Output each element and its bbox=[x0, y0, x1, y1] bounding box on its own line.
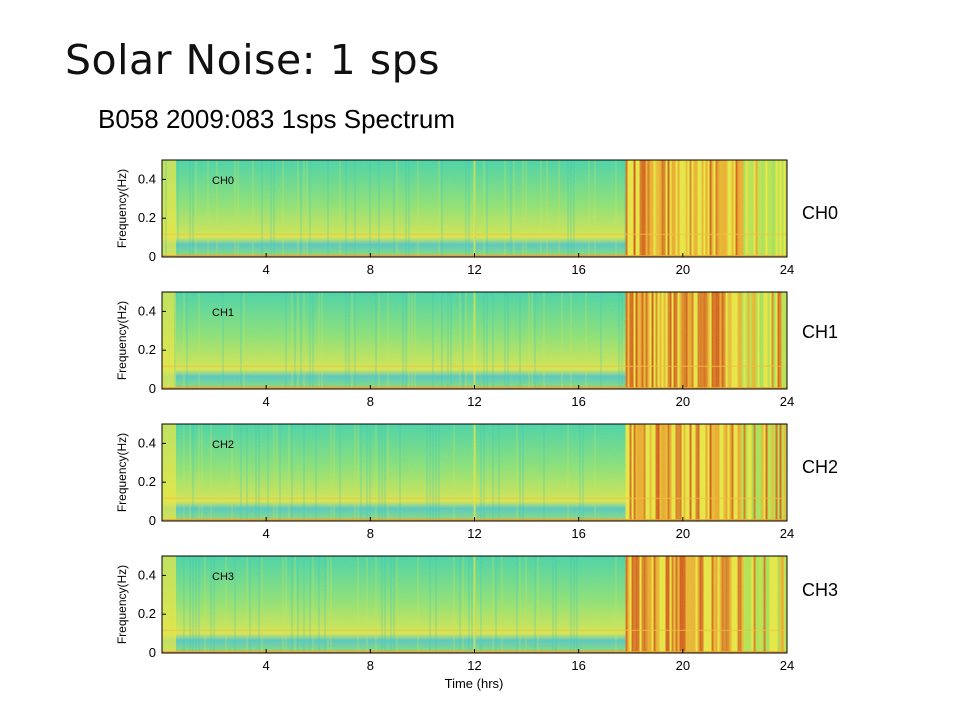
x-tick-label: 12 bbox=[467, 658, 481, 673]
y-tick-label: 0.4 bbox=[138, 567, 156, 582]
spectrogram-panel-ch3: 0 0.2 0.4 4 8 12 16 20 24 Frequency(Hz) CH3 bbox=[115, 555, 794, 673]
spectrogram-panel-ch1: 0 0.2 0.4 4 8 12 16 20 24 Frequency(Hz) CH1 bbox=[115, 291, 794, 409]
x-tick-label: 12 bbox=[467, 394, 481, 409]
channel-label: CH1 bbox=[212, 307, 234, 319]
speckle-texture bbox=[162, 424, 787, 521]
y-axis-label: Frequency(Hz) bbox=[115, 433, 129, 512]
y-axis-label: Frequency(Hz) bbox=[115, 301, 129, 380]
x-tick-label: 16 bbox=[571, 262, 585, 277]
spectrogram-panel-ch2: 0 0.2 0.4 4 8 12 16 20 24 Frequency(Hz) CH2 bbox=[115, 423, 794, 541]
y-tick-label: 0.4 bbox=[138, 171, 156, 186]
y-axis-label: Frequency(Hz) bbox=[115, 565, 129, 644]
x-tick-label: 24 bbox=[780, 526, 794, 541]
x-tick-label: 20 bbox=[676, 658, 690, 673]
side-label-ch3: CH3 bbox=[802, 580, 839, 600]
slide-title: Solar Noise: 1 sps bbox=[65, 36, 440, 84]
spectrogram-panel-ch0: 0 0.2 0.4 4 8 12 16 20 24 Frequency(Hz) CH0 bbox=[115, 159, 794, 277]
x-tick-label: 20 bbox=[676, 394, 690, 409]
x-tick-label: 4 bbox=[263, 658, 270, 673]
x-tick-label: 16 bbox=[571, 658, 585, 673]
side-label-ch2: CH2 bbox=[802, 457, 839, 477]
y-tick-label: 0.2 bbox=[138, 606, 156, 621]
x-tick-label: 20 bbox=[676, 262, 690, 277]
x-tick-label: 4 bbox=[263, 526, 270, 541]
x-tick-label: 4 bbox=[263, 394, 270, 409]
y-tick-label: 0.2 bbox=[138, 474, 156, 489]
y-tick-label: 0.2 bbox=[138, 210, 156, 225]
y-tick-label: 0.2 bbox=[138, 342, 156, 357]
side-label-ch0: CH0 bbox=[802, 203, 839, 223]
figure-title: B058 2009:083 1sps Spectrum bbox=[98, 104, 456, 134]
x-tick-label: 20 bbox=[676, 526, 690, 541]
x-tick-label: 8 bbox=[367, 262, 374, 277]
x-tick-label: 12 bbox=[467, 526, 481, 541]
y-tick-label: 0.4 bbox=[138, 435, 156, 450]
y-tick-label: 0 bbox=[149, 381, 156, 396]
y-tick-label: 0 bbox=[149, 645, 156, 660]
x-tick-label: 24 bbox=[780, 658, 794, 673]
x-tick-label: 16 bbox=[571, 526, 585, 541]
y-tick-label: 0 bbox=[149, 249, 156, 264]
x-tick-label: 24 bbox=[780, 262, 794, 277]
y-axis-label: Frequency(Hz) bbox=[115, 169, 129, 248]
y-tick-label: 0.4 bbox=[138, 303, 156, 318]
side-label-ch1: CH1 bbox=[802, 322, 839, 342]
x-tick-label: 8 bbox=[367, 394, 374, 409]
channel-label: CH2 bbox=[212, 439, 234, 451]
x-tick-label: 16 bbox=[571, 394, 585, 409]
x-tick-label: 12 bbox=[467, 262, 481, 277]
y-tick-label: 0 bbox=[149, 513, 156, 528]
x-tick-label: 4 bbox=[263, 262, 270, 277]
x-tick-label: 24 bbox=[780, 394, 794, 409]
speckle-texture bbox=[162, 292, 787, 389]
channel-label: CH3 bbox=[212, 571, 234, 583]
channel-label: CH0 bbox=[212, 175, 234, 187]
speckle-texture bbox=[162, 160, 787, 257]
x-tick-label: 8 bbox=[367, 658, 374, 673]
x-axis-label: Time (hrs) bbox=[445, 676, 504, 691]
speckle-texture bbox=[162, 556, 787, 653]
x-tick-label: 8 bbox=[367, 526, 374, 541]
